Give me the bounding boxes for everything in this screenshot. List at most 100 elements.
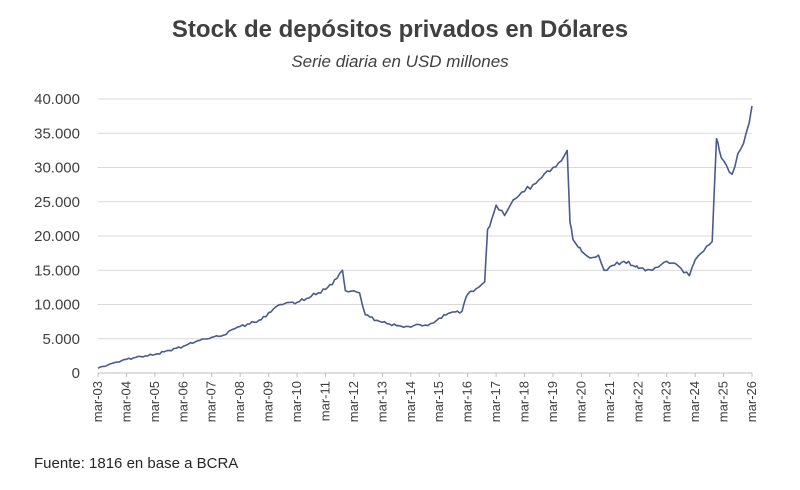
data-point xyxy=(285,302,287,304)
y-tick-label: 30.000 xyxy=(34,160,80,177)
data-point xyxy=(566,149,568,151)
x-tick-label: mar-20 xyxy=(573,381,588,422)
data-point xyxy=(731,173,733,175)
data-point xyxy=(491,218,493,220)
x-tick-label: mar-12 xyxy=(346,381,361,422)
data-point xyxy=(475,288,477,290)
data-point xyxy=(716,138,718,140)
data-point xyxy=(381,321,383,323)
data-point xyxy=(296,301,298,303)
data-point xyxy=(325,288,327,290)
data-point xyxy=(154,354,156,356)
y-tick-label: 40.000 xyxy=(34,91,80,108)
data-point xyxy=(97,367,99,369)
data-point xyxy=(239,325,241,327)
x-tick-label: mar-23 xyxy=(659,381,674,422)
data-point xyxy=(634,266,636,268)
data-point xyxy=(310,295,312,297)
series-line xyxy=(97,105,753,369)
data-point xyxy=(694,259,696,261)
data-point xyxy=(279,304,281,306)
data-point xyxy=(424,324,426,326)
x-tick-label: mar-11 xyxy=(317,381,332,421)
x-tick-label: mar-25 xyxy=(716,381,731,422)
x-tick-label: mar-17 xyxy=(488,381,503,422)
x-tick-label: mar-06 xyxy=(175,381,190,422)
data-point xyxy=(660,264,662,266)
x-tick-label: mar-22 xyxy=(630,381,645,422)
data-point xyxy=(396,325,398,327)
data-point xyxy=(680,267,682,269)
y-tick-label: 20.000 xyxy=(34,228,80,245)
data-point xyxy=(467,293,469,295)
chart-title: Stock de depósitos privados en Dólares xyxy=(171,16,629,43)
data-point xyxy=(182,345,184,347)
data-point xyxy=(532,184,534,186)
data-point xyxy=(541,177,543,179)
x-tick-labels: mar-03 mar-04 mar-05 mar-06 mar-07 mar-08 mar-… xyxy=(90,381,759,422)
axes xyxy=(97,372,753,377)
data-point xyxy=(737,153,739,155)
y-tick-label: 15.000 xyxy=(34,262,80,279)
data-point xyxy=(603,269,605,271)
data-point xyxy=(197,340,199,342)
data-point xyxy=(609,266,611,268)
data-point xyxy=(718,149,720,151)
y-tick-labels: 0 5.000 10.000 15.000 20.000 25.000 30.000 35.0… xyxy=(34,91,80,382)
data-point xyxy=(125,358,127,360)
data-point xyxy=(652,269,654,271)
data-point xyxy=(433,322,435,324)
x-tick-label: mar-08 xyxy=(232,381,247,422)
data-point xyxy=(464,300,466,302)
data-point xyxy=(578,247,580,249)
data-point xyxy=(265,316,267,318)
x-tick-label: mar-15 xyxy=(431,381,446,422)
data-point xyxy=(561,160,563,162)
data-point xyxy=(140,356,142,358)
x-tick-label: mar-13 xyxy=(374,381,389,422)
x-tick-label: mar-10 xyxy=(289,381,304,422)
x-tick-label: mar-18 xyxy=(517,381,532,422)
y-tick-label: 10.000 xyxy=(34,297,80,314)
x-tick-label: mar-16 xyxy=(460,381,475,422)
data-point xyxy=(484,281,486,283)
data-point xyxy=(509,204,511,206)
data-point xyxy=(637,267,639,269)
x-tick-label: mar-21 xyxy=(602,381,617,422)
data-point xyxy=(589,257,591,259)
data-point xyxy=(416,323,418,325)
data-point xyxy=(504,215,506,217)
data-point xyxy=(450,312,452,314)
data-point xyxy=(580,250,582,252)
x-tick-label: mar-07 xyxy=(204,381,219,422)
data-point xyxy=(487,228,489,230)
gridlines xyxy=(98,98,752,340)
data-point xyxy=(410,326,412,328)
data-point xyxy=(748,122,750,124)
data-point xyxy=(743,143,745,145)
data-point xyxy=(353,290,355,292)
data-point xyxy=(703,250,705,252)
chart-source-note: Fuente: 1816 en base a BCRA xyxy=(34,455,239,472)
data-point xyxy=(461,310,463,312)
y-tick-label: 25.000 xyxy=(34,194,80,211)
data-point xyxy=(666,260,668,262)
data-point xyxy=(231,329,233,331)
data-point xyxy=(569,221,571,223)
data-point xyxy=(253,321,255,323)
x-tick-label: mar-05 xyxy=(147,381,162,422)
x-tick-label: mar-14 xyxy=(403,381,418,422)
data-point xyxy=(336,278,338,280)
data-point xyxy=(342,269,344,271)
data-point xyxy=(524,191,526,193)
data-point xyxy=(376,319,378,321)
data-point xyxy=(438,317,440,319)
data-point xyxy=(111,362,113,364)
data-point xyxy=(211,336,213,338)
data-point xyxy=(623,260,625,262)
data-point xyxy=(364,314,366,316)
data-point xyxy=(688,275,690,277)
data-point xyxy=(168,349,170,351)
data-point xyxy=(546,170,548,172)
